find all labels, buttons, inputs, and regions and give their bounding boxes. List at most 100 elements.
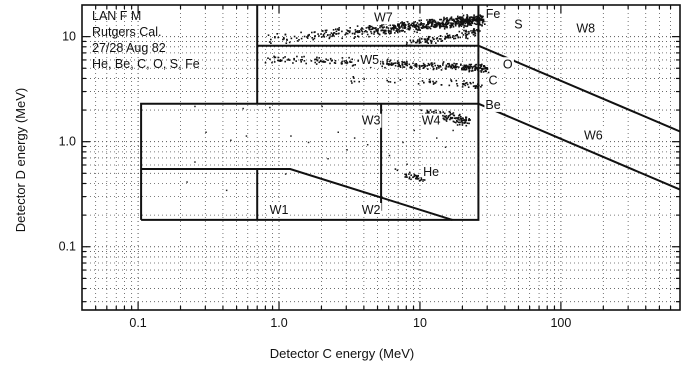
event-point [460,16,462,18]
event-point [373,27,376,29]
event-point [405,174,408,177]
event-point [352,77,355,79]
event-point [354,33,356,35]
event-point [413,175,415,178]
species-label: C [489,74,498,88]
event-point [416,178,418,180]
event-point [431,36,434,39]
event-point [466,81,468,84]
event-point [445,119,447,121]
event-point [453,121,456,123]
event-point [267,34,270,36]
event-point [400,26,402,28]
event-point [286,39,288,41]
event-point [458,23,461,26]
event-point [399,66,402,68]
event-point [446,23,449,25]
event-point [443,18,446,21]
event-point [361,28,364,30]
event-point [461,16,464,18]
event-point [436,137,438,139]
event-point [328,37,331,40]
window-label: W5 [360,53,379,67]
event-point [415,176,418,179]
event-point [341,37,343,40]
info-box: LAN F M Rutgers Cal. 27/28 Aug 82 He, Be… [92,9,200,71]
tick-labels: 0.1 1.0 10 100 0.1 1.0 10 [59,30,572,330]
event-point [466,18,469,20]
event-point [433,62,436,65]
event-point [452,25,455,28]
event-point [439,112,442,114]
event-point [433,23,436,26]
event-point [288,59,291,61]
event-point [361,33,363,35]
event-point [413,26,416,28]
event-point [455,121,457,124]
event-point [465,119,467,122]
event-point [461,86,464,88]
event-point [384,32,386,35]
event-point [469,81,471,84]
window-label: W8 [576,21,595,35]
event-point [416,22,419,24]
event-point [360,28,362,31]
event-point [458,22,460,25]
event-point [478,23,481,25]
event-point [485,67,487,69]
event-point [391,27,394,30]
event-point [454,65,457,68]
event-point [427,42,429,44]
event-point [486,68,489,70]
event-point [346,61,349,64]
event-point [468,32,470,35]
event-point [205,131,207,133]
species-label-bg [484,97,502,112]
event-point [388,154,391,157]
event-point [480,18,482,20]
event-point [436,37,438,39]
event-point [347,30,350,32]
event-point [405,173,408,176]
event-point [467,119,470,121]
event-point [485,70,487,73]
event-point [379,25,382,27]
event-point [433,112,435,115]
event-point [431,21,434,24]
event-point [427,22,429,24]
y-tick-label: 0.1 [59,240,76,254]
event-point [427,35,430,38]
event-point [230,139,232,141]
event-point [353,37,355,39]
event-point [351,82,353,84]
event-point [474,87,477,89]
event-point [422,67,425,69]
event-point [330,60,333,62]
event-point [368,25,371,27]
event-point [343,60,346,62]
event-point [464,66,467,68]
event-point [317,33,319,35]
event-point [416,31,418,34]
event-point [300,37,303,40]
event-point [428,78,431,81]
event-point [408,63,411,66]
event-point [449,117,452,120]
event-point [313,31,316,34]
event-point [422,24,424,27]
event-point [406,62,408,65]
event-point [394,62,396,64]
event-point [401,64,404,66]
event-point [469,65,471,68]
event-point [409,39,412,42]
event-point [462,21,465,24]
event-point [379,26,381,29]
event-point [456,83,458,85]
event-point [321,61,324,63]
event-point [446,17,448,19]
event-point [314,58,316,61]
event-point [426,19,428,21]
event-point [460,119,462,121]
event-point [321,30,323,32]
event-point [383,29,386,32]
